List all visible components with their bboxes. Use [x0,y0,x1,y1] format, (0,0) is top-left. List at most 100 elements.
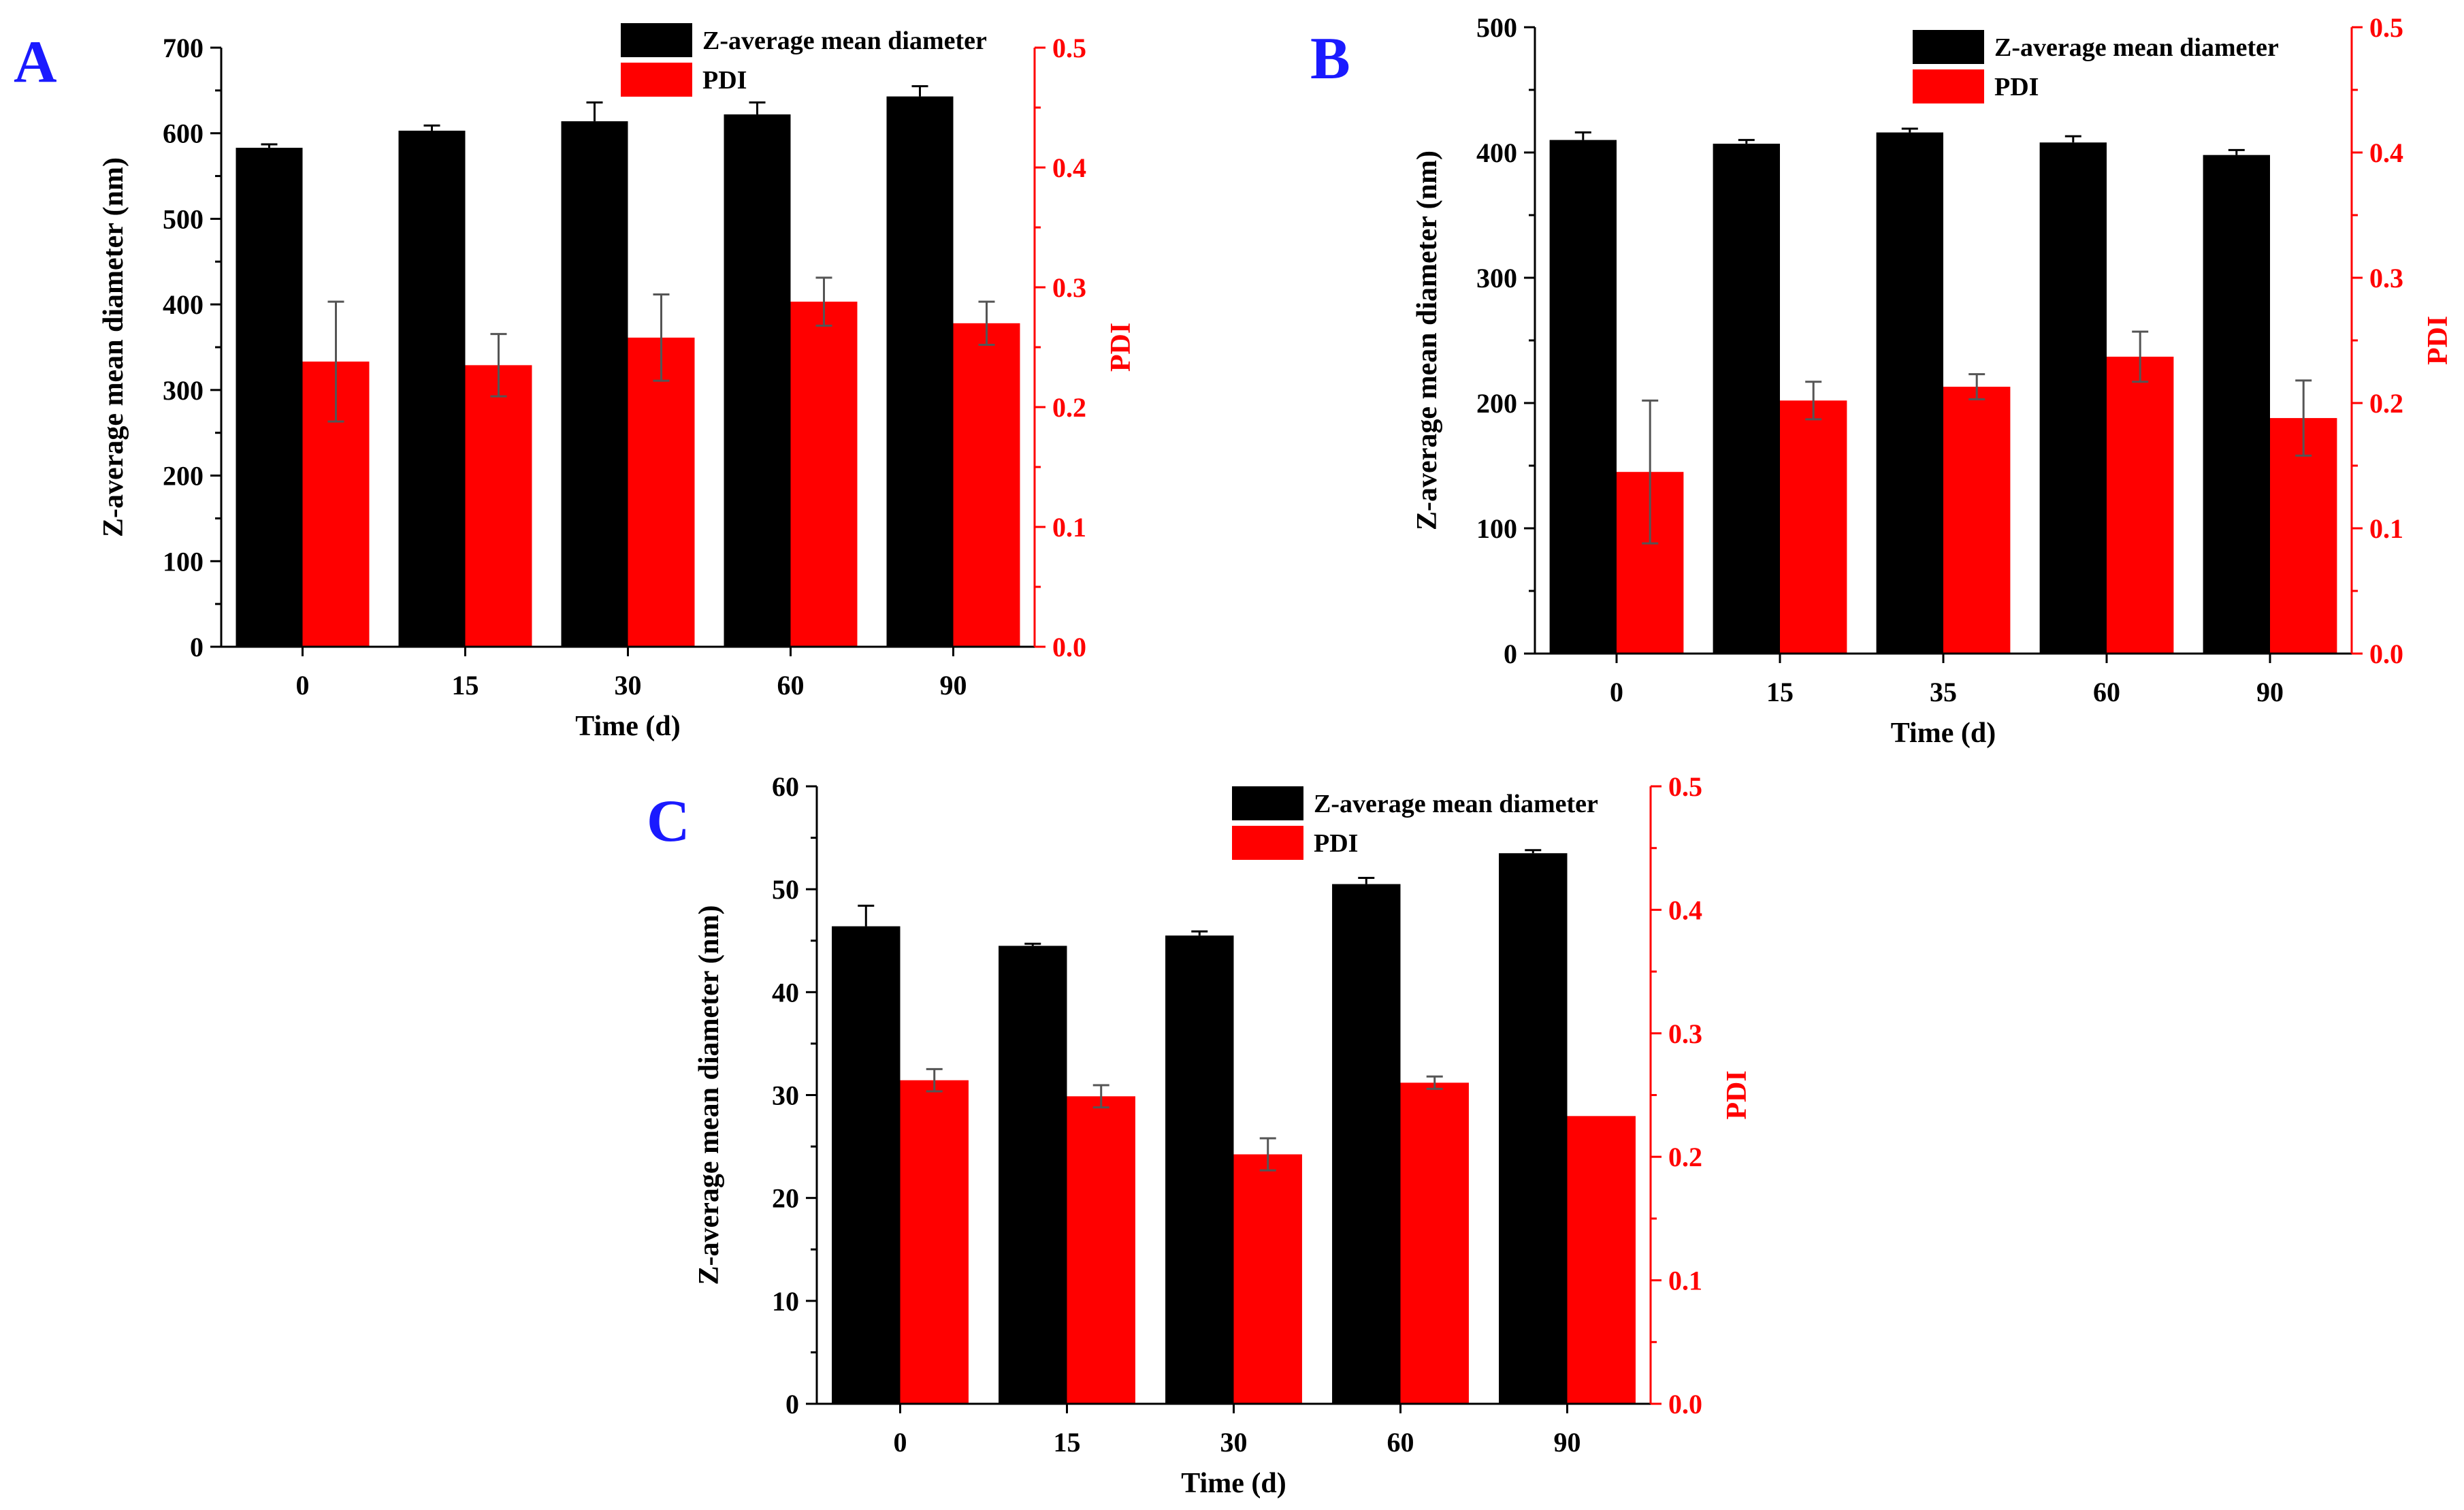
pdi-bar [790,302,858,647]
y-tick-label-left: 500 [1476,12,1517,43]
y-tick-label-left: 30 [772,1080,799,1111]
y-tick-label-left: 200 [1476,388,1517,419]
legend-label-diameter: Z-average mean diameter [1994,33,2279,62]
x-tick-label: 0 [1610,677,1623,707]
diameter-bar [999,946,1067,1404]
legend-swatch-pdi [621,63,692,97]
diameter-bar [724,114,791,647]
y-tick-label-left: 300 [1476,263,1517,293]
pdi-bar [628,337,695,647]
y-axis-title-left: Z-average mean diameter (nm) [1412,150,1443,530]
diameter-bar [236,148,303,647]
y-tick-label-right: 0.5 [2369,12,2403,43]
y-tick-label-right: 0.3 [2369,263,2403,293]
y-tick-label-right: 0.1 [1052,512,1086,543]
diameter-bar [561,121,628,647]
y-axis-title-left: Z-average mean diameter (nm) [694,905,725,1285]
y-tick-label-right: 0.5 [1052,33,1086,63]
pdi-bar [465,365,532,647]
y-tick-label-right: 0.3 [1052,272,1086,303]
y-axis-title-right: PDI [1105,323,1137,372]
panel-letter: C [647,788,690,854]
x-tick-label: 90 [940,670,967,701]
y-tick-label-left: 0 [785,1389,799,1419]
y-tick-label-right: 0.4 [1052,152,1086,183]
x-tick-label: 30 [1220,1427,1248,1458]
y-tick-label-right: 0.1 [1668,1266,1702,1296]
y-tick-label-right: 0.4 [1668,895,1702,925]
legend-swatch-diameter [1913,30,1984,64]
y-axis-title-right: PDI [2422,316,2454,365]
pdi-bar [900,1080,969,1404]
y-tick-label-left: 300 [163,375,204,406]
chart-panel-b: B 0 15 35 60 90 0 100 200 300 400 500 0.0 0.1 0.2 0.3 0.… [1310,12,2454,749]
y-tick-label-right: 0.0 [2369,639,2403,669]
y-tick-label-right: 0.0 [1668,1389,1702,1419]
y-tick-label-left: 400 [1476,138,1517,168]
y-tick-label-left: 200 [163,461,204,492]
diameter-bar [1876,132,1943,654]
legend-label-pdi: PDI [702,66,747,95]
diameter-bar [1499,853,1568,1404]
legend-swatch-diameter [1232,786,1303,820]
x-axis-title: Time (d) [1891,718,1996,749]
x-tick-label: 15 [1054,1427,1081,1458]
y-tick-label-left: 700 [163,33,204,63]
pdi-bar [1780,400,1847,654]
y-tick-label-left: 600 [163,118,204,149]
legend-label-pdi: PDI [1994,73,2039,101]
pdi-bar [2270,418,2337,654]
y-axis-title-right: PDI [1721,1070,1753,1119]
legend-swatch-pdi [1232,826,1303,860]
diameter-bar [1332,884,1401,1404]
diameter-bar [832,926,901,1404]
x-tick-label: 0 [894,1427,907,1458]
y-tick-label-right: 0.2 [1668,1142,1702,1172]
diameter-bar [886,96,954,647]
x-axis-title: Time (d) [575,711,680,742]
x-tick-label: 0 [296,670,310,701]
y-tick-label-right: 0.4 [2369,138,2403,168]
legend-label-diameter: Z-average mean diameter [702,27,987,55]
diameter-bar [2203,155,2270,654]
panel-letter: A [14,29,57,95]
x-tick-label: 90 [2256,677,2284,707]
x-tick-label: 60 [1387,1427,1414,1458]
y-tick-label-left: 20 [772,1183,799,1214]
y-tick-label-left: 500 [163,204,204,234]
diameter-bar [1713,144,1780,654]
diameter-bar [1165,935,1234,1404]
y-tick-label-right: 0.5 [1668,771,1702,802]
y-tick-label-right: 0.1 [2369,513,2403,544]
pdi-bar [1567,1116,1636,1404]
y-tick-label-left: 0 [190,632,204,662]
pdi-bar [2107,356,2174,654]
legend-swatch-diameter [621,23,692,57]
x-tick-label: 15 [1766,677,1794,707]
y-tick-label-left: 50 [772,874,799,905]
diameter-bar [2039,142,2107,654]
x-tick-label: 30 [615,670,642,701]
y-tick-label-left: 60 [772,771,799,802]
y-tick-label-right: 0.2 [2369,388,2403,419]
y-tick-label-right: 0.3 [1668,1018,1702,1049]
x-tick-label: 35 [1930,677,1957,707]
y-tick-label-left: 10 [772,1286,799,1317]
legend-label-diameter: Z-average mean diameter [1314,790,1598,818]
pdi-bar [953,323,1020,647]
pdi-bar [1400,1082,1469,1404]
x-tick-label: 90 [1554,1427,1581,1458]
pdi-bar [1943,387,2011,654]
diameter-bar [398,130,466,647]
y-tick-label-left: 0 [1504,639,1517,669]
y-axis-title-left: Z-average mean diameter (nm) [98,157,129,537]
y-tick-label-right: 0.0 [1052,632,1086,662]
x-tick-label: 15 [452,670,479,701]
panel-letter: B [1310,26,1350,92]
chart-panel-a: A 0 15 30 60 90 0 100 200 300 400 500 600 700 0.0 0.1 0.… [14,23,1137,742]
y-tick-label-left: 40 [772,977,799,1008]
x-axis-title: Time (d) [1181,1468,1286,1499]
y-tick-label-left: 100 [1476,513,1517,544]
x-tick-label: 60 [2093,677,2120,707]
